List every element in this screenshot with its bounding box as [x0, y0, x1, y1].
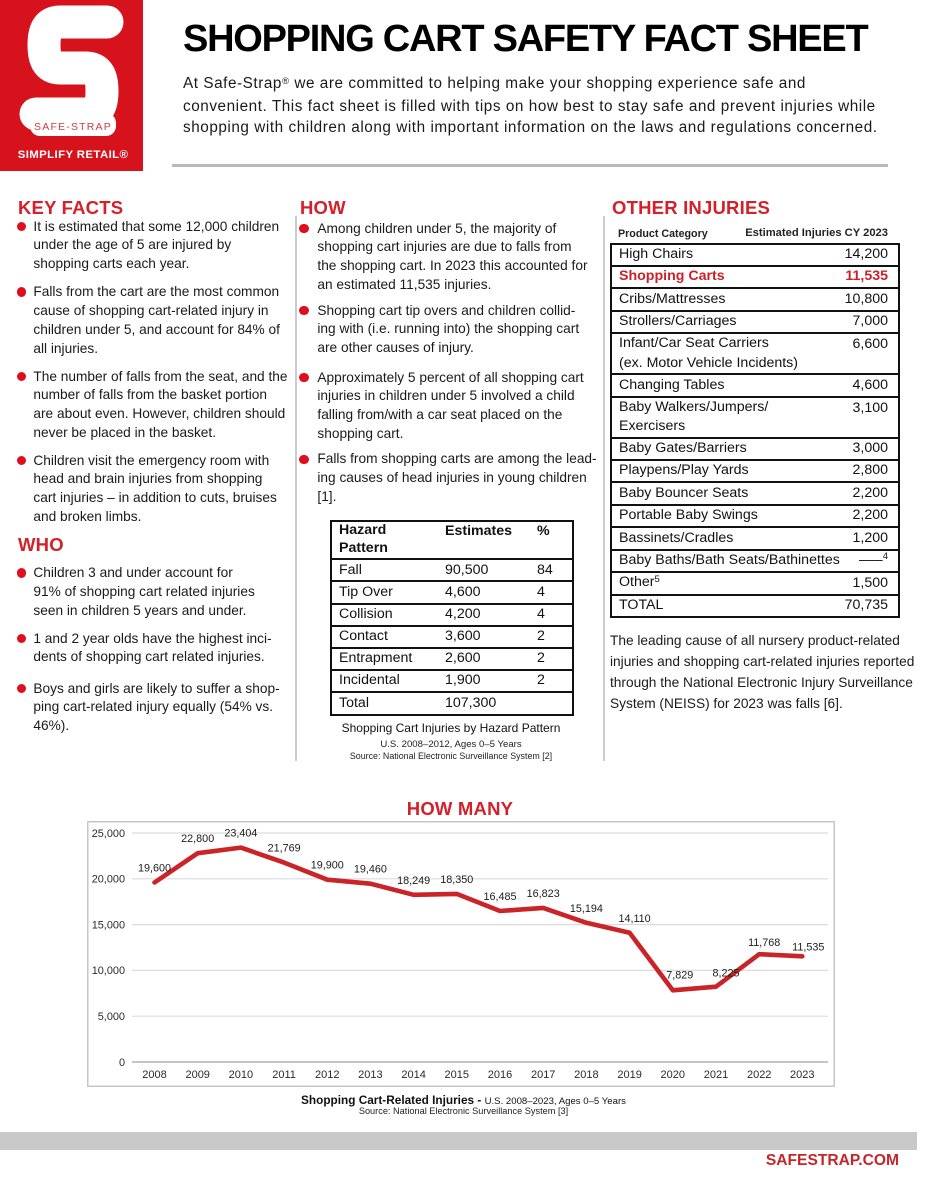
svg-text:22,800: 22,800: [181, 833, 214, 845]
svg-text:8,225: 8,225: [712, 967, 739, 979]
svg-text:10,000: 10,000: [92, 965, 125, 977]
svg-text:2009: 2009: [185, 1069, 209, 1081]
svg-text:20,000: 20,000: [92, 874, 125, 886]
svg-text:19,460: 19,460: [354, 864, 387, 876]
svg-text:2008: 2008: [142, 1069, 166, 1081]
svg-text:14,110: 14,110: [618, 913, 650, 925]
svg-text:2018: 2018: [574, 1069, 598, 1081]
svg-text:2013: 2013: [358, 1069, 382, 1081]
svg-text:2012: 2012: [315, 1069, 339, 1081]
svg-text:19,900: 19,900: [311, 860, 344, 872]
svg-text:2016: 2016: [488, 1069, 512, 1081]
svg-text:11,535: 11,535: [792, 941, 824, 953]
svg-text:0: 0: [119, 1057, 125, 1069]
svg-text:2023: 2023: [790, 1069, 814, 1081]
svg-text:2020: 2020: [661, 1069, 685, 1081]
svg-text:23,404: 23,404: [224, 828, 257, 840]
svg-text:25,000: 25,000: [92, 828, 125, 840]
svg-text:2015: 2015: [445, 1069, 469, 1081]
svg-text:19,600: 19,600: [138, 863, 171, 875]
svg-text:16,823: 16,823: [527, 888, 560, 900]
svg-text:2014: 2014: [401, 1069, 425, 1081]
svg-text:2022: 2022: [747, 1069, 771, 1081]
svg-text:18,350: 18,350: [440, 874, 473, 886]
svg-text:2010: 2010: [229, 1069, 253, 1081]
svg-text:21,769: 21,769: [268, 843, 301, 855]
svg-text:SAFE-STRAP: SAFE-STRAP: [34, 121, 112, 133]
svg-text:15,000: 15,000: [92, 919, 125, 931]
svg-text:2011: 2011: [272, 1069, 296, 1081]
svg-text:2017: 2017: [531, 1069, 555, 1081]
svg-text:7,829: 7,829: [666, 970, 693, 982]
svg-text:2019: 2019: [617, 1069, 641, 1081]
svg-text:15,194: 15,194: [570, 903, 603, 915]
svg-text:11,768: 11,768: [748, 937, 780, 949]
svg-text:SIMPLIFY RETAIL®: SIMPLIFY RETAIL®: [18, 149, 129, 161]
svg-text:18,249: 18,249: [397, 875, 430, 887]
svg-text:2021: 2021: [704, 1069, 728, 1081]
svg-text:5,000: 5,000: [98, 1011, 125, 1023]
svg-text:16,485: 16,485: [483, 891, 516, 903]
